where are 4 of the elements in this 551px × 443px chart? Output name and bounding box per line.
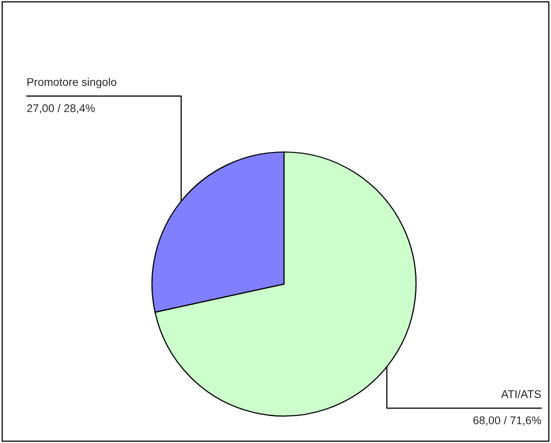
data-label: 68,00 / 71,6% (473, 416, 542, 426)
slice-label: ATI/ATS (501, 390, 541, 398)
slice-label: Promotore singolo (28, 78, 116, 88)
data-label: 27,00 / 28,4% (27, 104, 95, 114)
